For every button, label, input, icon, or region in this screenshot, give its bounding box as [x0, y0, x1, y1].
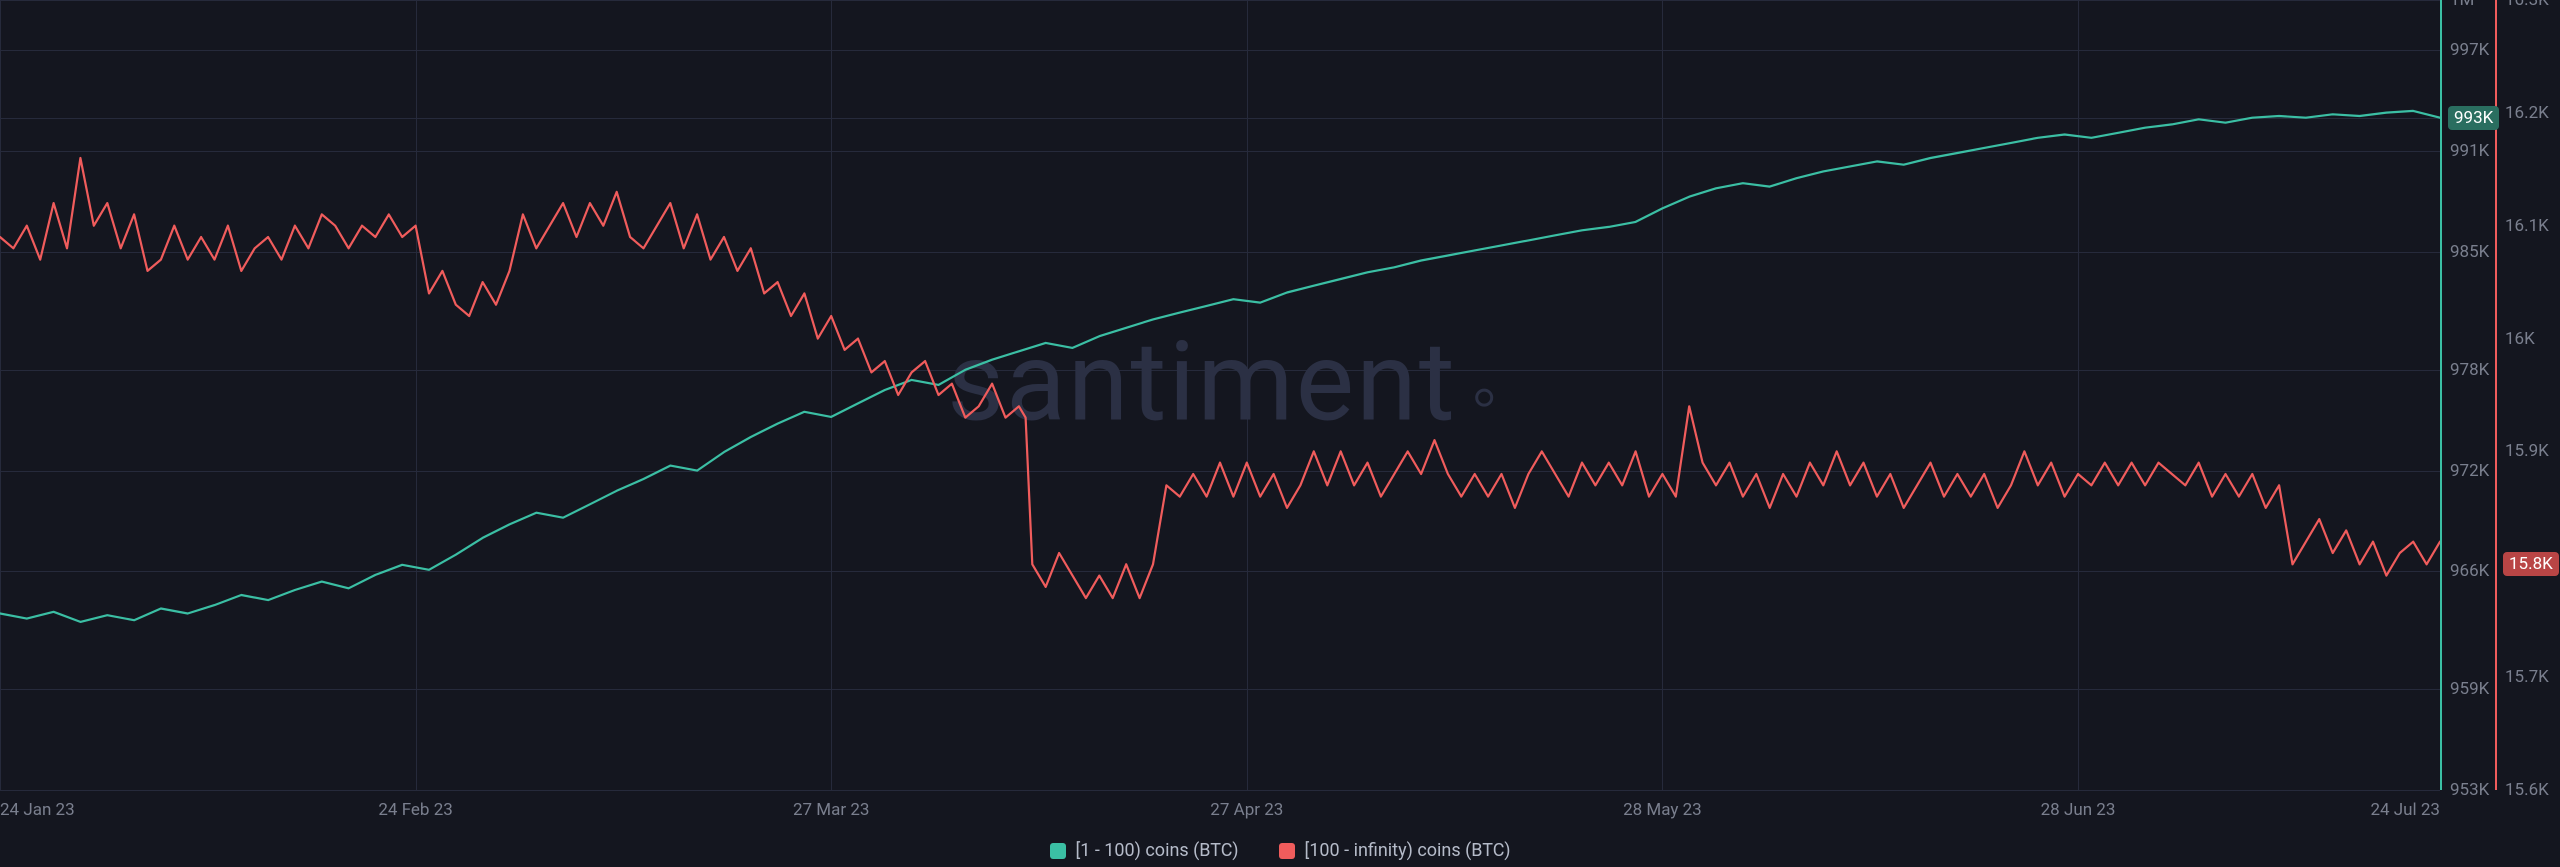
plot-area[interactable]: santiment: [0, 0, 2440, 790]
y-right-tick: 16.3K: [2505, 0, 2549, 10]
y-right-tick: 15.6K: [2505, 780, 2549, 800]
chart-lines: [0, 0, 2440, 790]
x-tick-label: 28 Jun 23: [2041, 800, 2116, 820]
x-tick-label: 24 Jan 23: [0, 800, 75, 820]
series-line-s1: [0, 111, 2440, 622]
legend-label: [1 - 100) coins (BTC): [1076, 840, 1239, 861]
legend-swatch-icon: [1050, 843, 1066, 859]
y-left-tick: 991K: [2450, 141, 2489, 161]
legend: [1 - 100) coins (BTC) [100 - infinity) c…: [0, 840, 2560, 861]
legend-item-s2[interactable]: [100 - infinity) coins (BTC): [1279, 840, 1511, 861]
y-right-tick: 15.7K: [2505, 667, 2549, 687]
y-left-tick: 953K: [2450, 780, 2489, 800]
y-left-tick: 972K: [2450, 461, 2489, 481]
y-left-tick: 1M: [2450, 0, 2474, 10]
legend-item-s1[interactable]: [1 - 100) coins (BTC): [1050, 840, 1239, 861]
y-right-tick: 16.2K: [2505, 103, 2549, 123]
x-axis: 24 Jan 23 24 Feb 23 27 Mar 23 27 Apr 23 28 M…: [0, 800, 2440, 820]
chart-container: santiment 24 Jan 23 24 Feb 23 27 Mar 23 27 …: [0, 0, 2560, 867]
y-axis-left-line: [2440, 0, 2442, 790]
x-tick-label: 24 Feb 23: [378, 800, 452, 820]
y-left-badge: 993K: [2448, 106, 2499, 130]
legend-label: [100 - infinity) coins (BTC): [1305, 840, 1511, 861]
grid-line-h: [0, 790, 2440, 791]
y-right-tick: 15.9K: [2505, 441, 2549, 461]
y-left-tick: 966K: [2450, 561, 2489, 581]
x-tick-label: 24 Jul 23: [2370, 800, 2440, 820]
y-axis-left: 1M997K993K991K985K978K972K966K959K953K: [2450, 0, 2500, 790]
y-left-tick: 997K: [2450, 40, 2489, 60]
y-left-tick: 985K: [2450, 242, 2489, 262]
y-right-tick: 16K: [2505, 329, 2535, 349]
x-tick-label: 27 Mar 23: [793, 800, 870, 820]
x-tick-label: 28 May 23: [1623, 800, 1702, 820]
y-right-badge: 15.8K: [2503, 552, 2559, 576]
legend-swatch-icon: [1279, 843, 1295, 859]
y-axis-right: 16.3K16.2K16.1K16K15.9K15.8K15.7K15.6K: [2505, 0, 2555, 790]
y-right-tick: 16.1K: [2505, 216, 2549, 236]
x-tick-label: 27 Apr 23: [1210, 800, 1283, 820]
y-left-tick: 959K: [2450, 679, 2489, 699]
series-line-s2: [0, 158, 2440, 598]
y-left-tick: 978K: [2450, 360, 2489, 380]
